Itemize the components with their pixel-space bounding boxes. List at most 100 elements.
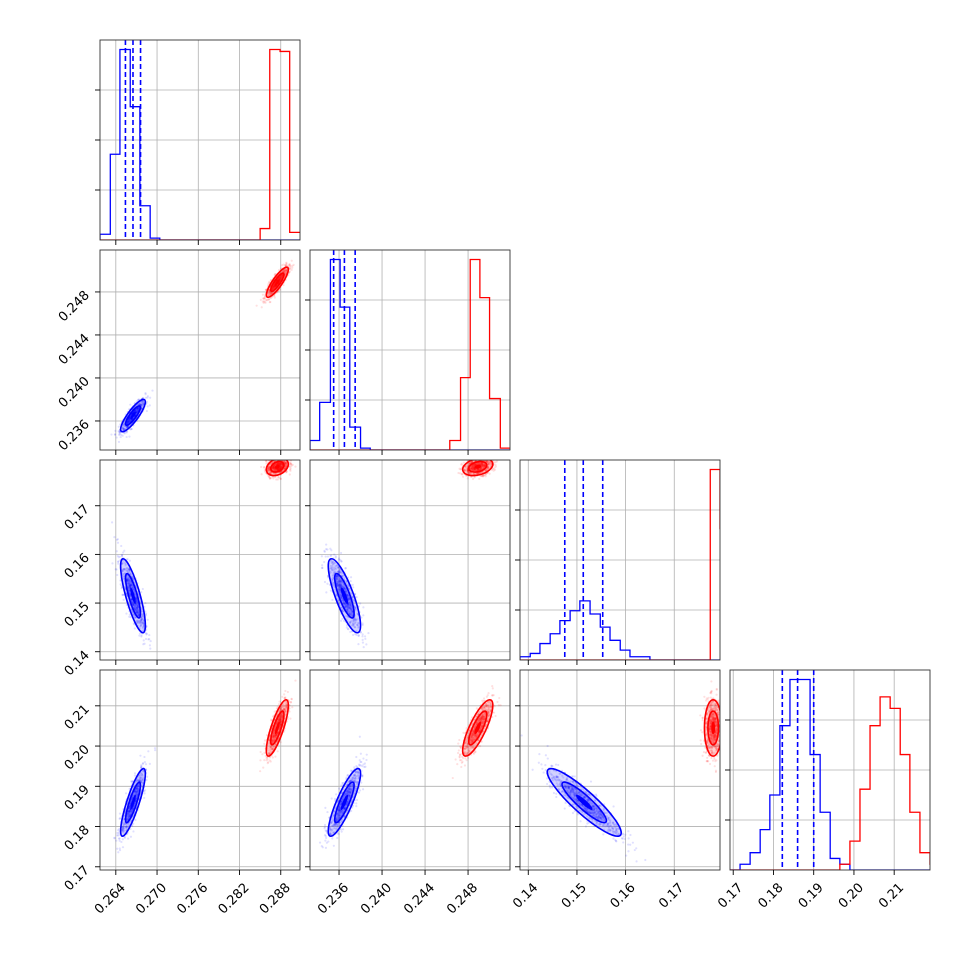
- sample-point: [148, 644, 152, 647]
- sample-point: [460, 473, 464, 476]
- sample-point: [339, 582, 342, 585]
- sample-point: [119, 583, 122, 586]
- sample-point: [122, 598, 125, 601]
- sample-point: [272, 468, 275, 471]
- sample-point: [280, 463, 283, 466]
- sample-point: [280, 455, 282, 457]
- sample-point: [356, 621, 360, 625]
- sample-point: [128, 615, 131, 618]
- sample-point: [347, 606, 350, 610]
- sample-point: [128, 581, 131, 584]
- sample-point: [284, 460, 287, 462]
- sample-point: [338, 584, 341, 587]
- sample-point: [331, 568, 334, 572]
- sample-point: [290, 268, 293, 271]
- sample-point: [270, 292, 274, 295]
- sample-point: [139, 619, 142, 622]
- sample-point: [140, 402, 143, 405]
- sample-point: [131, 600, 134, 604]
- data-layer: [100, 40, 930, 870]
- sample-point: [136, 619, 139, 622]
- sample-point: [137, 398, 140, 401]
- sample-point: [332, 568, 336, 571]
- sample-point: [275, 457, 277, 459]
- sample-point: [144, 631, 147, 635]
- sample-point: [279, 467, 282, 470]
- sample-point: [129, 572, 132, 575]
- sample-point: [130, 598, 133, 601]
- sample-point: [346, 595, 350, 599]
- sample-point: [136, 622, 139, 625]
- sample-point: [349, 606, 352, 610]
- sample-point: [263, 469, 266, 472]
- sample-point: [132, 830, 135, 833]
- sample-point: [129, 418, 132, 422]
- sample-point: [321, 566, 324, 570]
- sample-point: [273, 467, 276, 470]
- sample-point: [484, 456, 486, 458]
- sample-point: [127, 582, 130, 585]
- sample-point: [351, 596, 354, 599]
- sample-point: [144, 612, 148, 615]
- sample-point: [278, 467, 281, 470]
- sample-point: [482, 474, 485, 477]
- sample-point: [342, 619, 346, 622]
- sample-point: [271, 287, 274, 290]
- sample-point: [351, 583, 354, 587]
- sample-point: [263, 294, 267, 298]
- sample-point: [122, 427, 125, 431]
- sample-point: [323, 580, 327, 584]
- sample-point: [495, 457, 497, 459]
- sample-point: [481, 456, 483, 458]
- sample-point: [330, 561, 333, 564]
- sample-point: [279, 462, 282, 466]
- sample-point: [335, 578, 338, 581]
- sample-point: [273, 294, 276, 298]
- sample-point: [354, 633, 357, 636]
- sample-point: [128, 417, 131, 420]
- sample-point: [284, 271, 287, 275]
- sample-point: [469, 456, 471, 458]
- sample-point: [346, 627, 349, 630]
- sample-point: [139, 754, 142, 757]
- sample-point: [134, 607, 137, 611]
- sample-point: [285, 464, 288, 467]
- sample-point: [331, 583, 334, 586]
- sample-point: [334, 556, 337, 559]
- sample-point: [122, 568, 125, 571]
- sample-point: [268, 297, 271, 301]
- sample-point: [133, 616, 136, 619]
- sample-point: [339, 571, 342, 574]
- sample-point: [144, 601, 147, 605]
- sample-point: [354, 621, 357, 624]
- sample-point: [272, 477, 275, 480]
- sample-point: [128, 569, 131, 572]
- sample-point: [283, 270, 286, 273]
- sample-point: [354, 618, 358, 621]
- sample-point: [277, 463, 280, 466]
- sample-point: [268, 292, 271, 296]
- sample-point: [338, 580, 342, 583]
- sample-point: [125, 569, 128, 573]
- sample-point: [128, 586, 131, 589]
- sample-point: [136, 399, 140, 402]
- sample-point: [342, 587, 346, 590]
- histogram-step-line: [100, 48, 300, 240]
- sample-point: [343, 601, 346, 604]
- sample-point: [354, 607, 357, 610]
- sample-point: [140, 621, 143, 624]
- histogram-step-line: [310, 258, 510, 450]
- sample-point: [126, 421, 130, 425]
- sample-point: [128, 591, 131, 595]
- sample-point: [113, 433, 117, 436]
- sample-point: [332, 562, 336, 565]
- sample-point: [279, 466, 282, 469]
- sample-point: [116, 560, 120, 564]
- sample-point: [270, 291, 273, 295]
- sample-point: [484, 457, 486, 459]
- sample-point: [134, 597, 138, 600]
- sample-point: [135, 611, 138, 614]
- sample-point: [278, 462, 281, 465]
- sample-point: [128, 559, 131, 562]
- sample-point: [128, 589, 131, 593]
